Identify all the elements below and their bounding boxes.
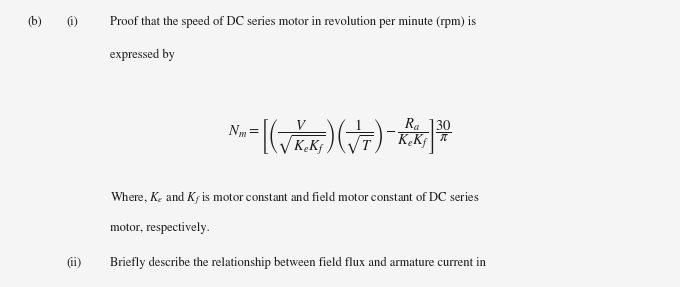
Text: (b): (b) xyxy=(27,16,42,28)
Text: (i): (i) xyxy=(67,16,78,28)
Text: $N_m = \left[\left(\dfrac{V}{\sqrt{K_e K_f}}\right)\left(\dfrac{1}{\sqrt{T}}\rig: $N_m = \left[\left(\dfrac{V}{\sqrt{K_e K… xyxy=(228,116,452,157)
Text: Where, $K_e$ and $K_f$ is motor constant and field motor constant of DC series: Where, $K_e$ and $K_f$ is motor constant… xyxy=(110,189,479,207)
Text: Proof that the speed of DC series motor in revolution per minute (rpm) is: Proof that the speed of DC series motor … xyxy=(110,16,476,28)
Text: motor, respectively.: motor, respectively. xyxy=(110,222,210,234)
Text: Briefly describe the relationship between field flux and armature current in: Briefly describe the relationship betwee… xyxy=(110,257,486,269)
Text: (ii): (ii) xyxy=(67,257,82,269)
Text: expressed by: expressed by xyxy=(110,49,175,61)
